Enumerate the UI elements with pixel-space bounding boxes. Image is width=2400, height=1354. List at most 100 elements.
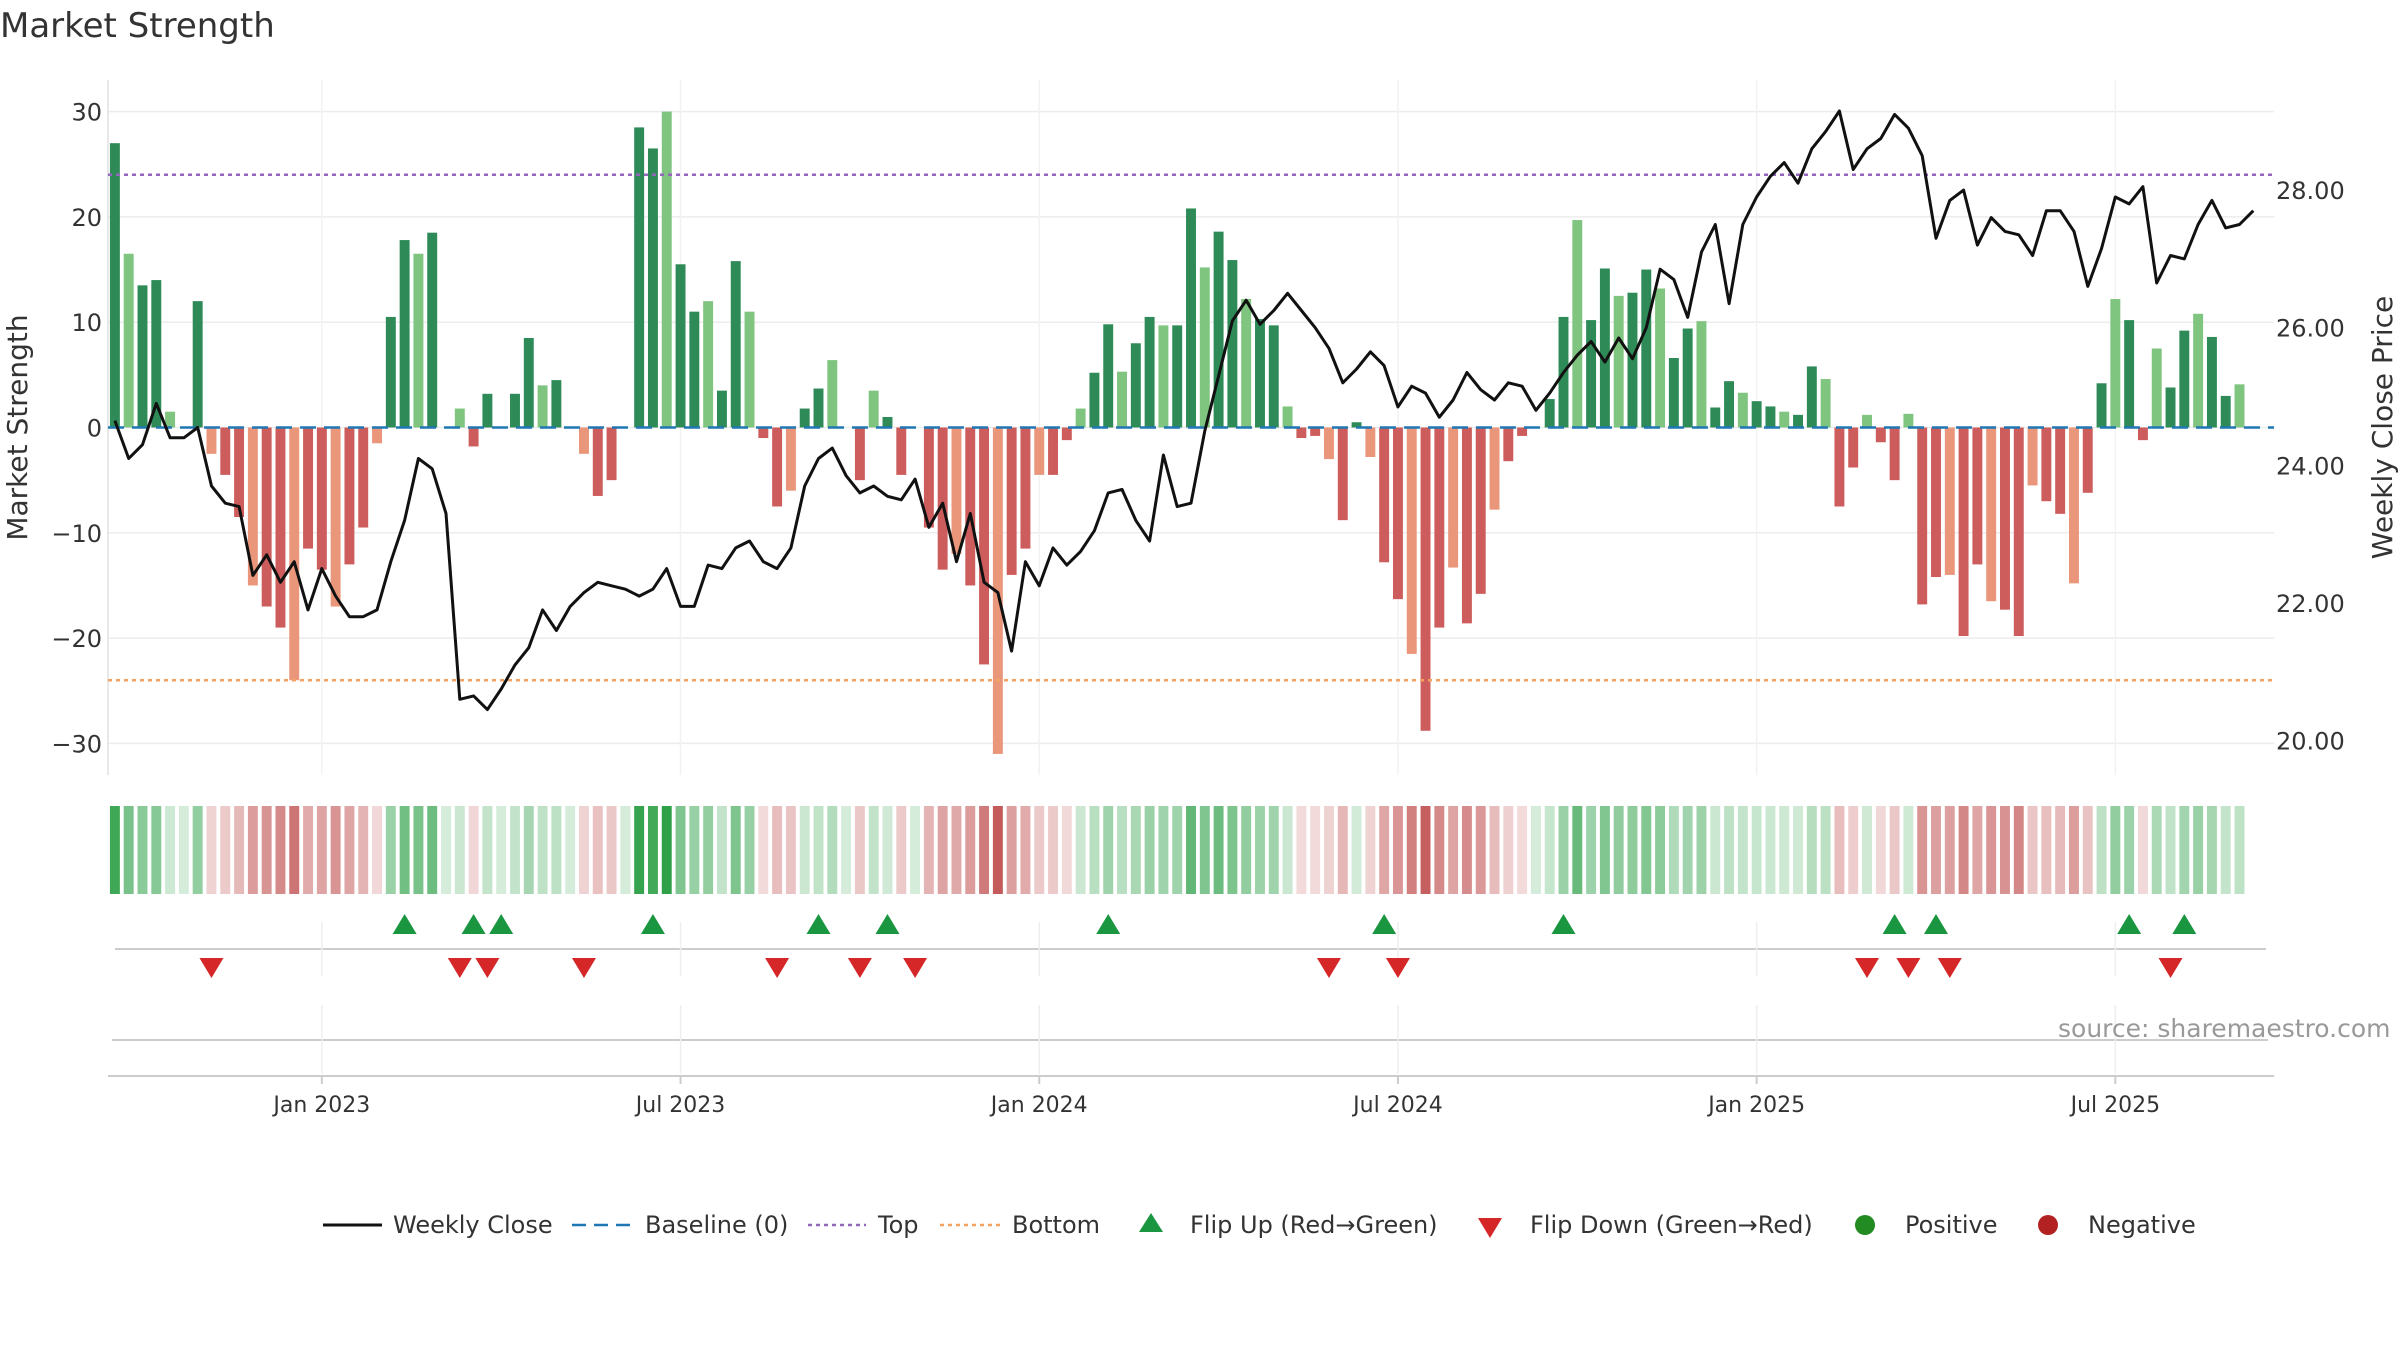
flip-down-marker: [475, 958, 500, 978]
strength-bar: [1917, 427, 1928, 605]
heat-cell: [206, 806, 217, 894]
strength-bar: [1461, 427, 1472, 624]
heat-cell: [1351, 806, 1362, 894]
heat-cell: [1696, 806, 1707, 894]
heat-cell: [661, 806, 672, 894]
heat-cell: [2096, 806, 2107, 894]
strength-bar: [1737, 392, 1748, 428]
flip-down-marker: [199, 958, 224, 978]
heat-cell: [1213, 806, 1224, 894]
strength-bar: [1572, 220, 1583, 428]
strength-bar: [1434, 427, 1445, 628]
heat-cell: [841, 806, 852, 894]
strength-bar: [2234, 384, 2245, 428]
heat-cell: [109, 806, 120, 894]
heat-cell: [1517, 806, 1528, 894]
strength-bar: [1489, 427, 1500, 510]
heat-cell: [2027, 806, 2038, 894]
heat-cell: [647, 806, 658, 894]
heat-cell: [1434, 806, 1445, 894]
heat-cell: [496, 806, 507, 894]
heat-cell: [744, 806, 755, 894]
strength-bar: [1255, 319, 1265, 428]
legend-item: Negative: [2038, 1211, 2196, 1239]
left-tick-label: −30: [51, 730, 102, 758]
heat-cell: [2220, 806, 2231, 894]
flip-down-marker: [2158, 958, 2183, 978]
heat-cell: [1848, 806, 1859, 894]
strength-bar: [1199, 267, 1210, 428]
strength-bar: [1862, 414, 1872, 428]
strength-bar: [1848, 427, 1859, 468]
strength-bar: [330, 427, 341, 607]
legend-swatch-positive: [1855, 1215, 1875, 1235]
strength-bar: [1682, 328, 1693, 428]
legend-swatch-flip-down: [1478, 1218, 1502, 1238]
strength-bar: [675, 264, 686, 428]
heat-cell: [592, 806, 603, 894]
heat-cell: [1103, 806, 1114, 894]
strength-bar: [2055, 427, 2066, 514]
strength-bar: [2193, 313, 2204, 428]
strength-bar: [1793, 414, 1803, 428]
heat-cell: [1048, 806, 1059, 894]
x-tick-label: Jan 2025: [1706, 1093, 1805, 1118]
strength-bar: [799, 408, 810, 428]
heat-cell: [427, 806, 438, 894]
heat-cell: [1710, 806, 1721, 894]
heat-cell: [2151, 806, 2162, 894]
heat-cell: [1779, 806, 1790, 894]
flip-markers: [115, 914, 2266, 978]
heat-cell: [1765, 806, 1776, 894]
heat-cell: [675, 806, 686, 894]
heat-cell: [1296, 806, 1307, 894]
strength-bar: [1641, 269, 1652, 428]
heat-cell: [854, 806, 865, 894]
strength-bar: [482, 393, 493, 428]
strength-bar: [1006, 427, 1017, 575]
flip-up-marker: [806, 914, 831, 934]
strength-bar: [289, 427, 300, 681]
heat-cell: [1199, 806, 1210, 894]
legend-swatch-flip-up: [1139, 1213, 1163, 1232]
flip-down-marker: [847, 958, 872, 978]
heat-cell: [606, 806, 617, 894]
left-tick-label: 20: [71, 204, 102, 232]
heat-cell: [1903, 806, 1914, 894]
strength-bar: [510, 393, 520, 428]
strength-bar: [661, 111, 672, 428]
legend-item: Flip Up (Red→Green): [1139, 1211, 1438, 1239]
heat-cell: [303, 806, 314, 894]
heat-cell: [165, 806, 176, 894]
flip-up-marker: [1551, 914, 1576, 934]
heat-cell: [1655, 806, 1666, 894]
heat-cell: [1117, 806, 1127, 894]
heat-cell: [1144, 806, 1155, 894]
strength-bar: [744, 311, 755, 428]
strength-bar: [372, 427, 382, 444]
strength-bar: [1903, 413, 1914, 428]
heat-cell: [951, 806, 962, 894]
heat-cell: [1006, 806, 1017, 894]
strength-bar: [1241, 299, 1252, 428]
strength-bar: [896, 427, 907, 475]
strength-bar: [1806, 366, 1817, 428]
strength-bar: [1296, 427, 1307, 439]
heat-cell: [923, 806, 934, 894]
strength-bar: [1751, 401, 1762, 428]
heat-cell: [151, 806, 162, 894]
heat-cell: [896, 806, 907, 894]
heat-cell: [1227, 806, 1238, 894]
heat-cell: [1158, 806, 1169, 894]
heat-cell: [247, 806, 258, 894]
heat-cell: [1613, 806, 1624, 894]
strength-bar: [1544, 399, 1555, 428]
flip-up-marker: [392, 914, 417, 934]
strength-bar: [1158, 325, 1169, 428]
strength-bar: [1765, 406, 1776, 428]
strength-bar: [1889, 427, 1900, 481]
strength-bar: [192, 301, 203, 428]
heat-cell: [772, 806, 783, 894]
flip-up-marker: [489, 914, 514, 934]
legend-label: Negative: [2088, 1211, 2196, 1239]
